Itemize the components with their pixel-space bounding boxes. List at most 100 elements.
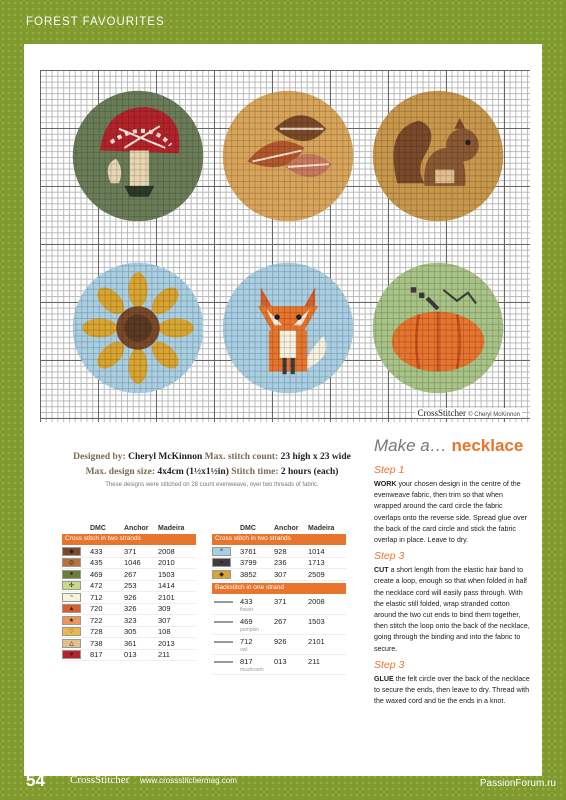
thread-madeira: 108	[158, 627, 171, 637]
thread-key: DMC Anchor Madeira Cross stitch in two str…	[62, 522, 362, 732]
backstitch-values: 469 267 1503	[240, 617, 342, 626]
thread-anchor: 267	[274, 616, 287, 626]
thread-dmc: 720	[90, 604, 103, 614]
thread-dmc: 728	[90, 627, 103, 637]
step-lead: CUT	[374, 566, 389, 575]
key-row: ~712 926 2101	[62, 592, 196, 604]
footer-url[interactable]: www.crossstitchermag.com	[140, 776, 237, 785]
thread-anchor: 326	[124, 604, 137, 614]
key-row: ● 469 267 1503	[62, 569, 196, 581]
thread-dmc: 472	[90, 581, 103, 591]
thread-dmc: 469	[90, 569, 103, 579]
thread-madeira: 1503	[308, 616, 325, 626]
thread-madeira: 2101	[158, 592, 175, 602]
key-row: ◆ 433 371 2008	[62, 546, 196, 558]
backstitch-band: Backstitch in one strand	[212, 582, 346, 594]
instructions: Make a… necklace Step 1 WORK your chosen …	[374, 436, 530, 707]
backstitch-use: owl	[240, 646, 248, 653]
backstitch-use: flower	[240, 606, 254, 613]
thread-swatch: ×	[212, 546, 231, 556]
thread-anchor: 305	[124, 627, 137, 637]
thread-swatch: ✣	[62, 581, 81, 591]
thread-anchor: 013	[274, 656, 287, 666]
step-lead: WORK	[374, 480, 397, 488]
thread-anchor: 926	[124, 592, 137, 602]
sunflower-motif	[70, 260, 206, 396]
thread-dmc: 712	[90, 592, 103, 602]
step-lead: GLUE	[374, 674, 394, 683]
key-band: Cross stitch in two strands	[62, 534, 196, 545]
key-row: ♥ 817 013 211	[62, 650, 196, 661]
key-band: Cross stitch in two strands	[212, 534, 346, 545]
toadstool-motif	[70, 88, 206, 224]
backstitch-values: 817 013 211	[240, 657, 342, 666]
thread-swatch: ◆	[212, 569, 231, 579]
key-row: ✣ 472 253 1414	[62, 581, 196, 592]
key-left: DMC Anchor Madeira Cross stitch in two str…	[62, 522, 196, 661]
page-number: 54	[26, 771, 45, 790]
thread-swatch: ♡	[62, 627, 81, 637]
thread-dmc: 3852	[240, 569, 257, 579]
thread-anchor: 361	[124, 638, 137, 648]
backstitch-line	[214, 640, 233, 643]
section-title: FOREST FAVOURITES	[26, 16, 165, 28]
thread-anchor: 253	[124, 581, 137, 591]
thread-dmc: 3761	[240, 546, 257, 556]
fallen-leaves-motif	[220, 88, 356, 224]
backstitch-values: 433 371 2008	[240, 597, 342, 606]
step-heading: Step 1	[374, 464, 405, 476]
footer-brand: CrossStitcher	[70, 774, 130, 786]
thread-anchor: 236	[274, 558, 287, 568]
thread-dmc: 433	[90, 546, 103, 556]
key-row: × 3761 928 1014	[212, 546, 346, 558]
backstitch-line	[214, 620, 233, 623]
thread-swatch: △	[62, 638, 81, 648]
design-details: Designed by: Cheryl McKinnon Max. stitch…	[73, 452, 351, 477]
key-row: ★ 722 323 307	[62, 615, 196, 627]
thread-dmc: 738	[90, 638, 103, 648]
step-body: a short length from the elastic hair ban…	[374, 566, 530, 653]
thread-dmc: 712	[240, 636, 253, 646]
pumpkin-motif	[370, 260, 506, 396]
step-body: your chosen design in the centre of the …	[374, 480, 528, 545]
backstitch-use: pumpkin	[240, 626, 259, 633]
thread-anchor: 928	[274, 546, 287, 556]
key-row: ◆ 3852 307 2509	[212, 569, 346, 581]
backstitch-line	[214, 660, 233, 663]
backstitch-line	[214, 600, 233, 603]
key-row: ▲ 720 326 309	[62, 604, 196, 615]
thread-madeira: 211	[158, 650, 170, 660]
thread-madeira: 2010	[158, 558, 175, 568]
thread-madeira: 1503	[158, 569, 175, 579]
thread-madeira: 309	[158, 604, 171, 614]
thread-dmc: 817	[90, 650, 103, 660]
chart-brand: CrossStitcher © Cheryl McKinnon	[415, 408, 522, 418]
step-body: the felt circle over the back of the nec…	[374, 674, 530, 706]
thread-swatch: ♥	[62, 650, 81, 660]
step-text: GLUE the felt circle over the back of th…	[374, 674, 530, 708]
thread-swatch: ▲	[62, 604, 81, 614]
key-right: DMC Anchor Madeira Cross stitch in two str…	[212, 522, 346, 675]
thread-anchor: 323	[124, 615, 137, 625]
thread-madeira: 2013	[158, 638, 175, 648]
thread-anchor: 371	[124, 546, 137, 556]
fox-motif	[220, 260, 356, 396]
thread-madeira: 307	[158, 615, 171, 625]
thread-madeira: 211	[308, 656, 320, 666]
thread-dmc: 433	[240, 596, 253, 606]
backstitch-row: 712 926 2101 owl	[212, 635, 346, 655]
thread-madeira: 2008	[158, 546, 175, 556]
thread-swatch: ●	[212, 558, 231, 568]
thread-anchor: 013	[124, 650, 137, 660]
thread-swatch: ◆	[62, 546, 81, 556]
instructions-title: Make a… necklace	[374, 436, 524, 455]
thread-anchor: 267	[124, 569, 137, 579]
thread-anchor: 1046	[124, 558, 141, 568]
thread-swatch: ●	[62, 569, 81, 579]
thread-swatch: ◎	[62, 558, 81, 568]
backstitch-values: 712 926 2101	[240, 637, 342, 646]
thread-dmc: 722	[90, 615, 103, 625]
key-row: ♡ 728 305 108	[62, 627, 196, 638]
key-row: △ 738 361 2013	[62, 638, 196, 650]
thread-anchor: 371	[274, 596, 287, 606]
